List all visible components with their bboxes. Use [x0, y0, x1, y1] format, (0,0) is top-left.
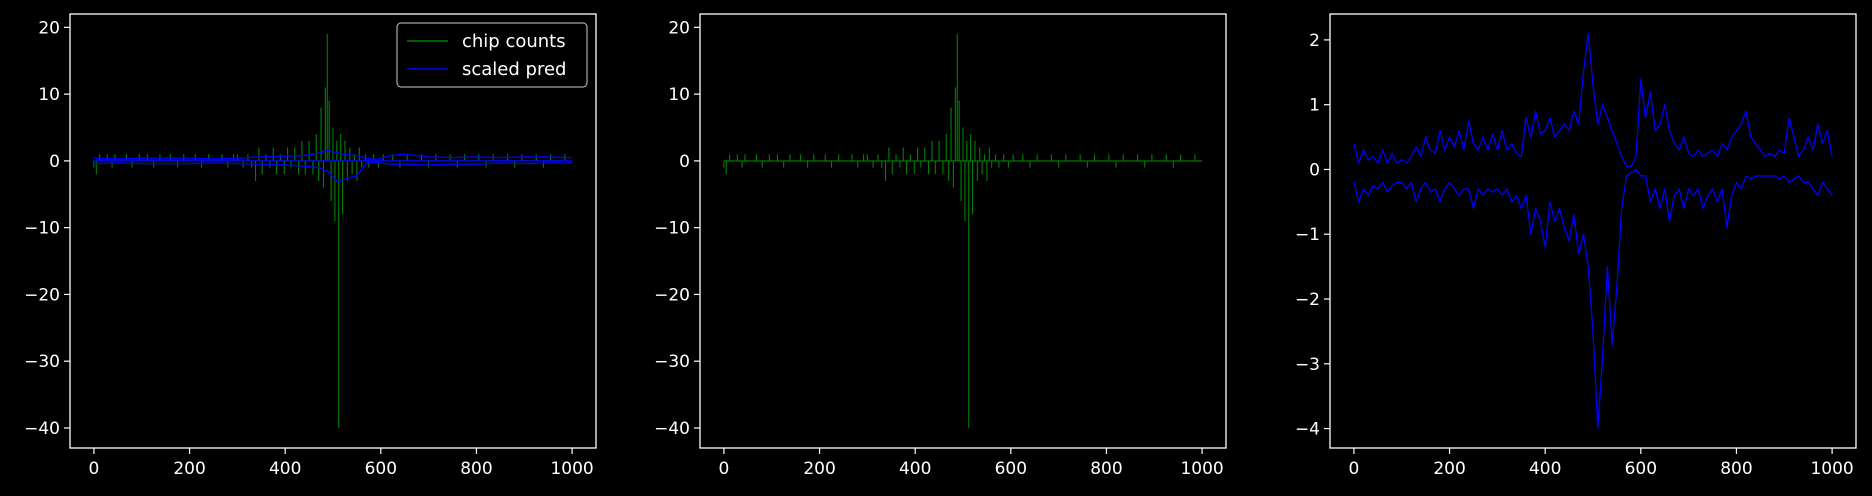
panel-2-x-tick-label: 600: [995, 459, 1027, 479]
panel-3-y-tick-label: −3: [1295, 355, 1320, 375]
legend-label-scaled-pred: scaled pred: [462, 59, 566, 80]
panel-2-y-tick-label: −40: [654, 419, 690, 439]
panel-2-y-tick-label: −30: [654, 352, 690, 372]
panel-3-y-tick-label: 2: [1309, 31, 1320, 51]
panel-3-x-tick-label: 0: [1348, 459, 1359, 479]
panel-1-y-tick-label: −20: [24, 285, 60, 305]
panel-2-axes: 0 200 400 600 800 1000 −40 −30 −20 −10 0 10 20: [654, 18, 1224, 479]
panel-1-x-tick-label: 600: [365, 459, 397, 479]
panel-3-x-tick-label: 400: [1529, 459, 1561, 479]
panel-1-y-tick-label: 0: [49, 152, 60, 172]
panel-1-y-tick-label: −10: [24, 219, 60, 239]
panel-3-y-tick-label: −4: [1295, 420, 1320, 440]
panel-2-y-tick-label: −10: [654, 219, 690, 239]
panel-2-x-tick-label: 1000: [1180, 459, 1223, 479]
panel-3-x-tick-label: 600: [1625, 459, 1657, 479]
panel-1-scaled-pred-lower-line: [93, 161, 573, 184]
panel-3-x-tick-label: 200: [1433, 459, 1465, 479]
panel-3-y-tick-label: −1: [1295, 225, 1320, 245]
panel-3-data: [1353, 32, 1833, 430]
legend-box: [396, 22, 588, 88]
panel-2-x-tick-label: 800: [1090, 459, 1122, 479]
panel-2-y-tick-label: 10: [668, 85, 690, 105]
panel-1-y-tick-label: −40: [24, 419, 60, 439]
panel-1-axes: 0 200 400 600 800 1000 −40 −30 −20 −10 0 10 20: [24, 18, 594, 479]
panel-1-frame: [69, 13, 597, 449]
chart-panel-1: 0 200 400 600 800 1000 −40 −30 −20 −10 0 10 20 chip …: [24, 13, 597, 479]
chart-panel-2: 0 200 400 600 800 1000 −40 −30 −20 −10 0 10 20: [654, 13, 1227, 479]
chart-panel-3: 0 200 400 600 800 1000 −4 −3 −2 −1 0 1 2: [1295, 13, 1857, 479]
panel-1-x-tick-label: 400: [269, 459, 301, 479]
panel-3-y-tick-label: −2: [1295, 290, 1320, 310]
panel-1-x-tick-label: 0: [88, 459, 99, 479]
panel-3-y-tick-label: 0: [1309, 160, 1320, 180]
legend: chip counts scaled pred: [396, 22, 588, 88]
legend-label-chip-counts: chip counts: [462, 31, 566, 52]
panel-2-data: [723, 34, 1203, 428]
panel-3-series-1-line: [1353, 32, 1833, 167]
panel-1-x-tick-label: 1000: [550, 459, 593, 479]
panel-1-y-tick-label: 20: [38, 18, 60, 38]
panel-2-y-tick-label: −20: [654, 285, 690, 305]
panel-3-axes: 0 200 400 600 800 1000 −4 −3 −2 −1 0 1 2: [1295, 31, 1854, 479]
panel-2-y-tick-label: 0: [679, 152, 690, 172]
panel-1-y-tick-label: 10: [38, 85, 60, 105]
panel-3-x-tick-label: 1000: [1810, 459, 1853, 479]
panel-2-frame: [699, 13, 1227, 449]
panel-1-scaled-pred-upper-line: [93, 149, 573, 161]
panel-1-data: [93, 34, 573, 428]
panel-2-series-1-line: [723, 34, 1203, 428]
panel-3-x-tick-label: 800: [1720, 459, 1752, 479]
panel-2-x-tick-label: 200: [803, 459, 835, 479]
panel-2-x-tick-label: 400: [899, 459, 931, 479]
panel-1-y-tick-label: −30: [24, 352, 60, 372]
panel-1-x-tick-label: 200: [173, 459, 205, 479]
panel-2-x-tick-label: 0: [718, 459, 729, 479]
panel-3-series-2-line: [1353, 168, 1833, 430]
panel-2-y-tick-label: 20: [668, 18, 690, 38]
panel-1-x-tick-label: 800: [460, 459, 492, 479]
panel-3-frame: [1329, 13, 1857, 449]
panel-3-y-tick-label: 1: [1309, 96, 1320, 116]
